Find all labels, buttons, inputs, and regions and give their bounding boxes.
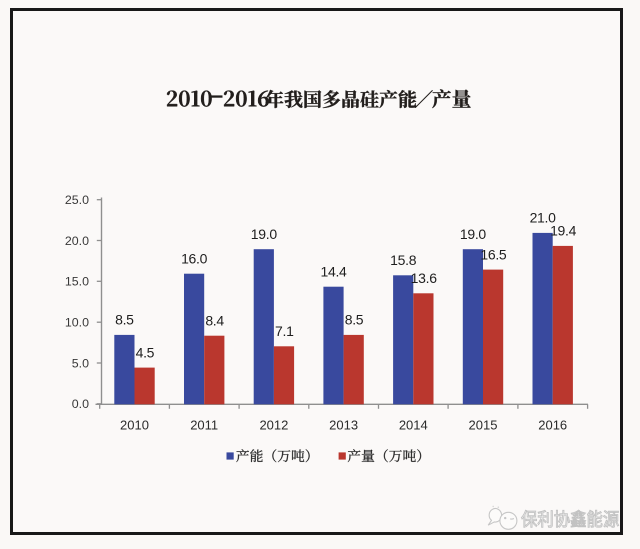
svg-text:5.0: 5.0 [72, 356, 89, 370]
svg-text:2015: 2015 [469, 418, 498, 433]
svg-text:21.0: 21.0 [530, 210, 557, 226]
svg-text:15.0: 15.0 [65, 275, 89, 289]
svg-text:19.0: 19.0 [460, 226, 487, 242]
svg-text:2013: 2013 [329, 418, 358, 433]
svg-text:15.8: 15.8 [390, 252, 417, 268]
svg-text:20.0: 20.0 [65, 234, 89, 248]
svg-text:16.0: 16.0 [181, 251, 208, 267]
svg-text:8.4: 8.4 [205, 313, 224, 329]
svg-text:25.0: 25.0 [65, 193, 89, 207]
svg-text:10.0: 10.0 [65, 316, 89, 330]
svg-text:13.6: 13.6 [411, 270, 438, 286]
svg-text:8.5: 8.5 [115, 312, 134, 328]
svg-text:19.0: 19.0 [251, 226, 278, 242]
svg-text:2012: 2012 [259, 418, 288, 433]
svg-text:2011: 2011 [190, 418, 218, 433]
svg-text:4.5: 4.5 [136, 344, 155, 360]
svg-text:2014: 2014 [399, 418, 428, 433]
svg-text:14.4: 14.4 [320, 264, 347, 280]
svg-text:7.1: 7.1 [275, 323, 294, 339]
svg-text:16.5: 16.5 [480, 246, 507, 262]
svg-text:0.0: 0.0 [72, 397, 89, 411]
svg-text:2010: 2010 [120, 418, 149, 433]
svg-text:8.5: 8.5 [345, 312, 364, 328]
svg-text:2016: 2016 [538, 418, 567, 433]
svg-text:19.4: 19.4 [550, 223, 577, 239]
